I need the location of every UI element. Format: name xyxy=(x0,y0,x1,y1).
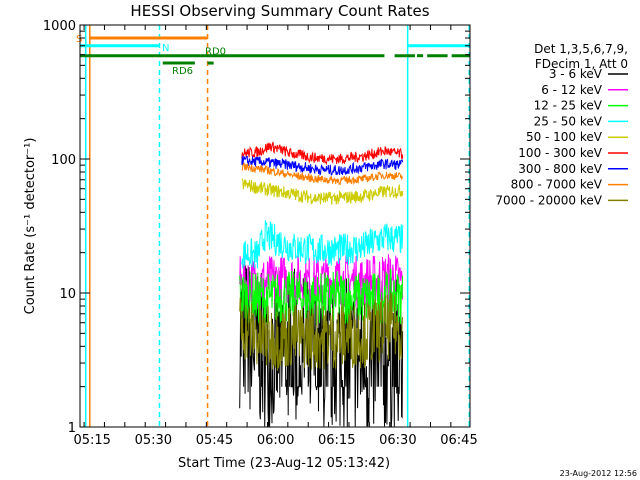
x-tick-label: 06:15 xyxy=(318,433,355,448)
legend-label: 25 - 50 keV xyxy=(534,114,603,128)
legend-label: 800 - 7000 keV xyxy=(511,178,603,192)
series-line xyxy=(239,292,404,371)
legend-header: FDecim 1, Att 0 xyxy=(535,57,628,71)
flag-bars: S N RD0 RD6 xyxy=(76,34,470,77)
x-tick-label: 05:15 xyxy=(73,433,110,448)
chart-title: HESSI Observing Summary Count Rates xyxy=(130,2,429,20)
y-tick-label: 10 xyxy=(59,287,76,302)
x-axis-label: Start Time (23-Aug-12 05:13:42) xyxy=(178,456,390,471)
y-tick-label: 100 xyxy=(51,153,76,168)
series-line xyxy=(241,162,404,186)
legend-label: 6 - 12 keV xyxy=(541,83,603,97)
flag-label: RD0 xyxy=(205,47,226,58)
data-series xyxy=(239,141,404,427)
y-tick-label: 1000 xyxy=(43,19,76,34)
legend-label: 12 - 25 keV xyxy=(534,99,603,113)
flag-label: RD6 xyxy=(172,66,193,77)
flag-label: S xyxy=(76,34,82,45)
x-tick-label: 06:30 xyxy=(379,433,416,448)
series-line xyxy=(241,155,404,176)
flag-label: N xyxy=(162,43,169,54)
timestamp-stamp: 23-Aug-2012 12:56 xyxy=(560,469,637,478)
series-line xyxy=(239,268,404,326)
legend-label: 3 - 6 keV xyxy=(549,67,603,81)
y-axis: 1 10 100 1000 xyxy=(43,19,470,436)
legend-label: 100 - 300 keV xyxy=(518,146,602,160)
legend-label: 7000 - 20000 keV xyxy=(495,193,602,207)
legend-label: 300 - 800 keV xyxy=(518,162,602,176)
plot-frame xyxy=(79,24,471,428)
x-tick-label: 05:45 xyxy=(196,433,233,448)
series-line xyxy=(241,178,404,205)
legend: Det 1,3,5,6,7,9,FDecim 1, Att 03 - 6 keV… xyxy=(495,42,628,207)
series-line xyxy=(241,141,404,166)
x-tick-label: 05:30 xyxy=(135,433,172,448)
x-tick-label: 06:00 xyxy=(257,433,294,448)
vertical-markers xyxy=(84,25,470,427)
series-line xyxy=(241,220,404,269)
plot-area: S N RD0 RD6 1 10 100 1000 05:15 05:30 05:45 06:00… xyxy=(43,19,478,448)
y-axis-label: Count Rate (s⁻¹ detector⁻¹) xyxy=(23,138,38,315)
y-tick-label: 1 xyxy=(68,421,76,436)
legend-label: 50 - 100 keV xyxy=(526,130,603,144)
x-axis: 05:15 05:30 05:45 06:00 06:15 06:30 06:45 xyxy=(73,25,478,448)
x-tick-label: 06:45 xyxy=(440,433,477,448)
legend-header: Det 1,3,5,6,7,9, xyxy=(534,42,628,56)
